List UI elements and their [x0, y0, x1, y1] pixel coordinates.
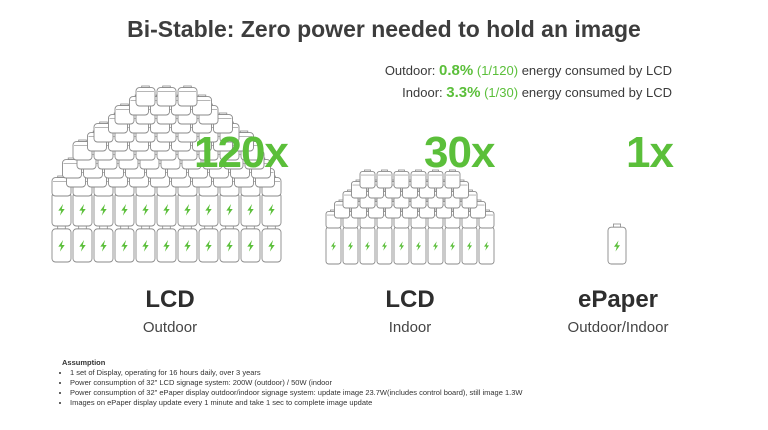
battery-icon: [93, 225, 114, 263]
assumption-notes: Assumption 1 set of Display, operating f…: [62, 358, 523, 408]
battery-icon: [393, 223, 410, 265]
battery-icon: [342, 223, 359, 265]
battery-icon: [461, 223, 478, 265]
battery-icon: [376, 223, 393, 265]
lcd-outdoor-label: LCD: [145, 286, 195, 313]
battery-icon: [156, 85, 177, 107]
lcd-outdoor-multiplier: 120x: [194, 128, 289, 177]
battery-icon: [410, 223, 427, 265]
assumption-item: 1 set of Display, operating for 16 hours…: [70, 368, 523, 378]
battery-icon: [114, 225, 135, 263]
battery-icon: [393, 169, 410, 189]
assumption-item: Power consumption of 32" LCD signage sys…: [70, 378, 523, 388]
outdoor-stat: Outdoor: 0.8% (1/120) energy consumed by…: [384, 62, 672, 79]
battery-icon: [177, 225, 198, 263]
battery-icon: [51, 225, 72, 263]
assumption-item: Images on ePaper display update every 1 …: [70, 398, 523, 408]
battery-icon: [376, 169, 393, 189]
battery-icon: [156, 225, 177, 263]
battery-icon: [325, 223, 342, 265]
battery-icon: [219, 225, 240, 263]
battery-icon: [240, 225, 261, 263]
battery-icon: [72, 225, 93, 263]
battery-icon: [359, 169, 376, 189]
battery-icon: [478, 223, 495, 265]
indoor-stat: Indoor: 3.3% (1/30) energy consumed by L…: [402, 84, 672, 101]
battery-icon: [177, 85, 198, 107]
assumption-item: Power consumption of 32" ePaper display …: [70, 388, 523, 398]
battery-icon: [359, 223, 376, 265]
battery-icon: [135, 85, 156, 107]
epaper-multiplier: 1x: [626, 128, 674, 177]
battery-icon: [427, 223, 444, 265]
epaper-label: ePaper: [577, 286, 659, 313]
battery-icon: [444, 223, 461, 265]
battery-icon: [607, 223, 627, 265]
page-title: Bi-Stable: Zero power needed to hold an …: [127, 16, 641, 42]
battery-icon: [410, 169, 427, 189]
lcd-outdoor-condition: Outdoor: [142, 319, 198, 336]
epaper-condition: Outdoor/Indoor: [567, 319, 669, 336]
lcd-indoor-condition: Indoor: [388, 319, 432, 336]
battery-icon: [444, 169, 461, 189]
battery-icon: [261, 225, 282, 263]
lcd-indoor-label: LCD: [385, 286, 435, 313]
battery-icon: [135, 225, 156, 263]
lcd-indoor-multiplier: 30x: [424, 128, 495, 177]
battery-icon: [198, 225, 219, 263]
assumption-heading: Assumption: [62, 358, 106, 367]
battery-icon: [427, 169, 444, 189]
